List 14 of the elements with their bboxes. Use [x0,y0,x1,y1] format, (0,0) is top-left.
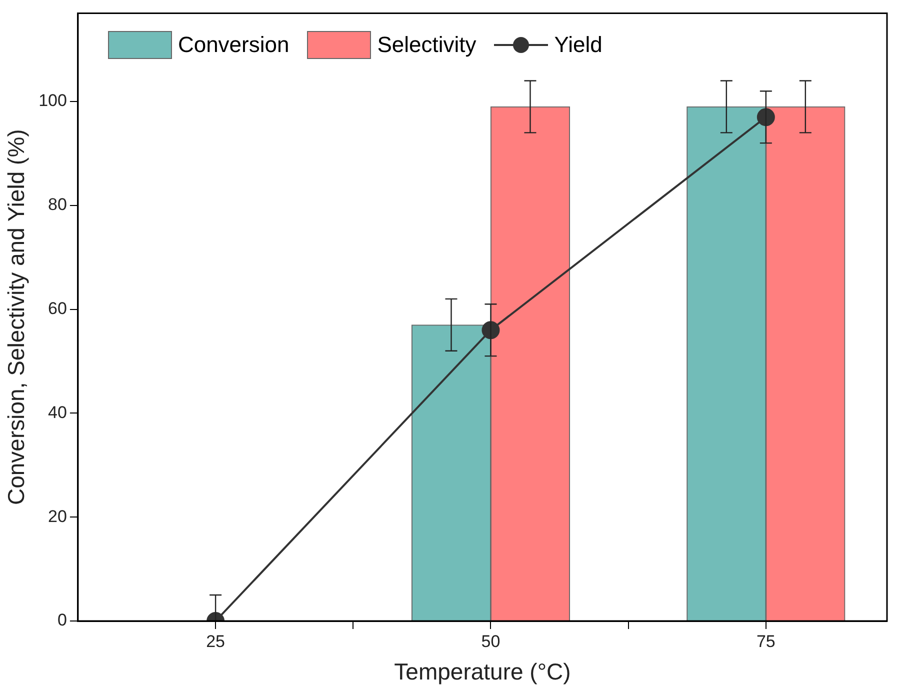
y-tick-label: 100 [38,91,67,110]
x-tick-label: 25 [206,632,226,651]
x-tick-label: 75 [756,632,776,651]
x-axis-title: Temperature (°C) [394,658,571,685]
legend-label: Selectivity [377,32,476,58]
y-axis-title: Conversion, Selectivity and Yield (%) [3,129,30,506]
y-tick-label: 0 [57,610,67,630]
y-tick-label: 80 [48,195,67,214]
legend-label: Conversion [178,32,290,58]
legend-label: Yield [554,32,602,58]
y-tick-label: 20 [48,506,67,526]
y-tick-label: 60 [48,298,67,318]
y-tick-label: 40 [48,402,67,422]
x-tick-label: 50 [481,632,500,651]
